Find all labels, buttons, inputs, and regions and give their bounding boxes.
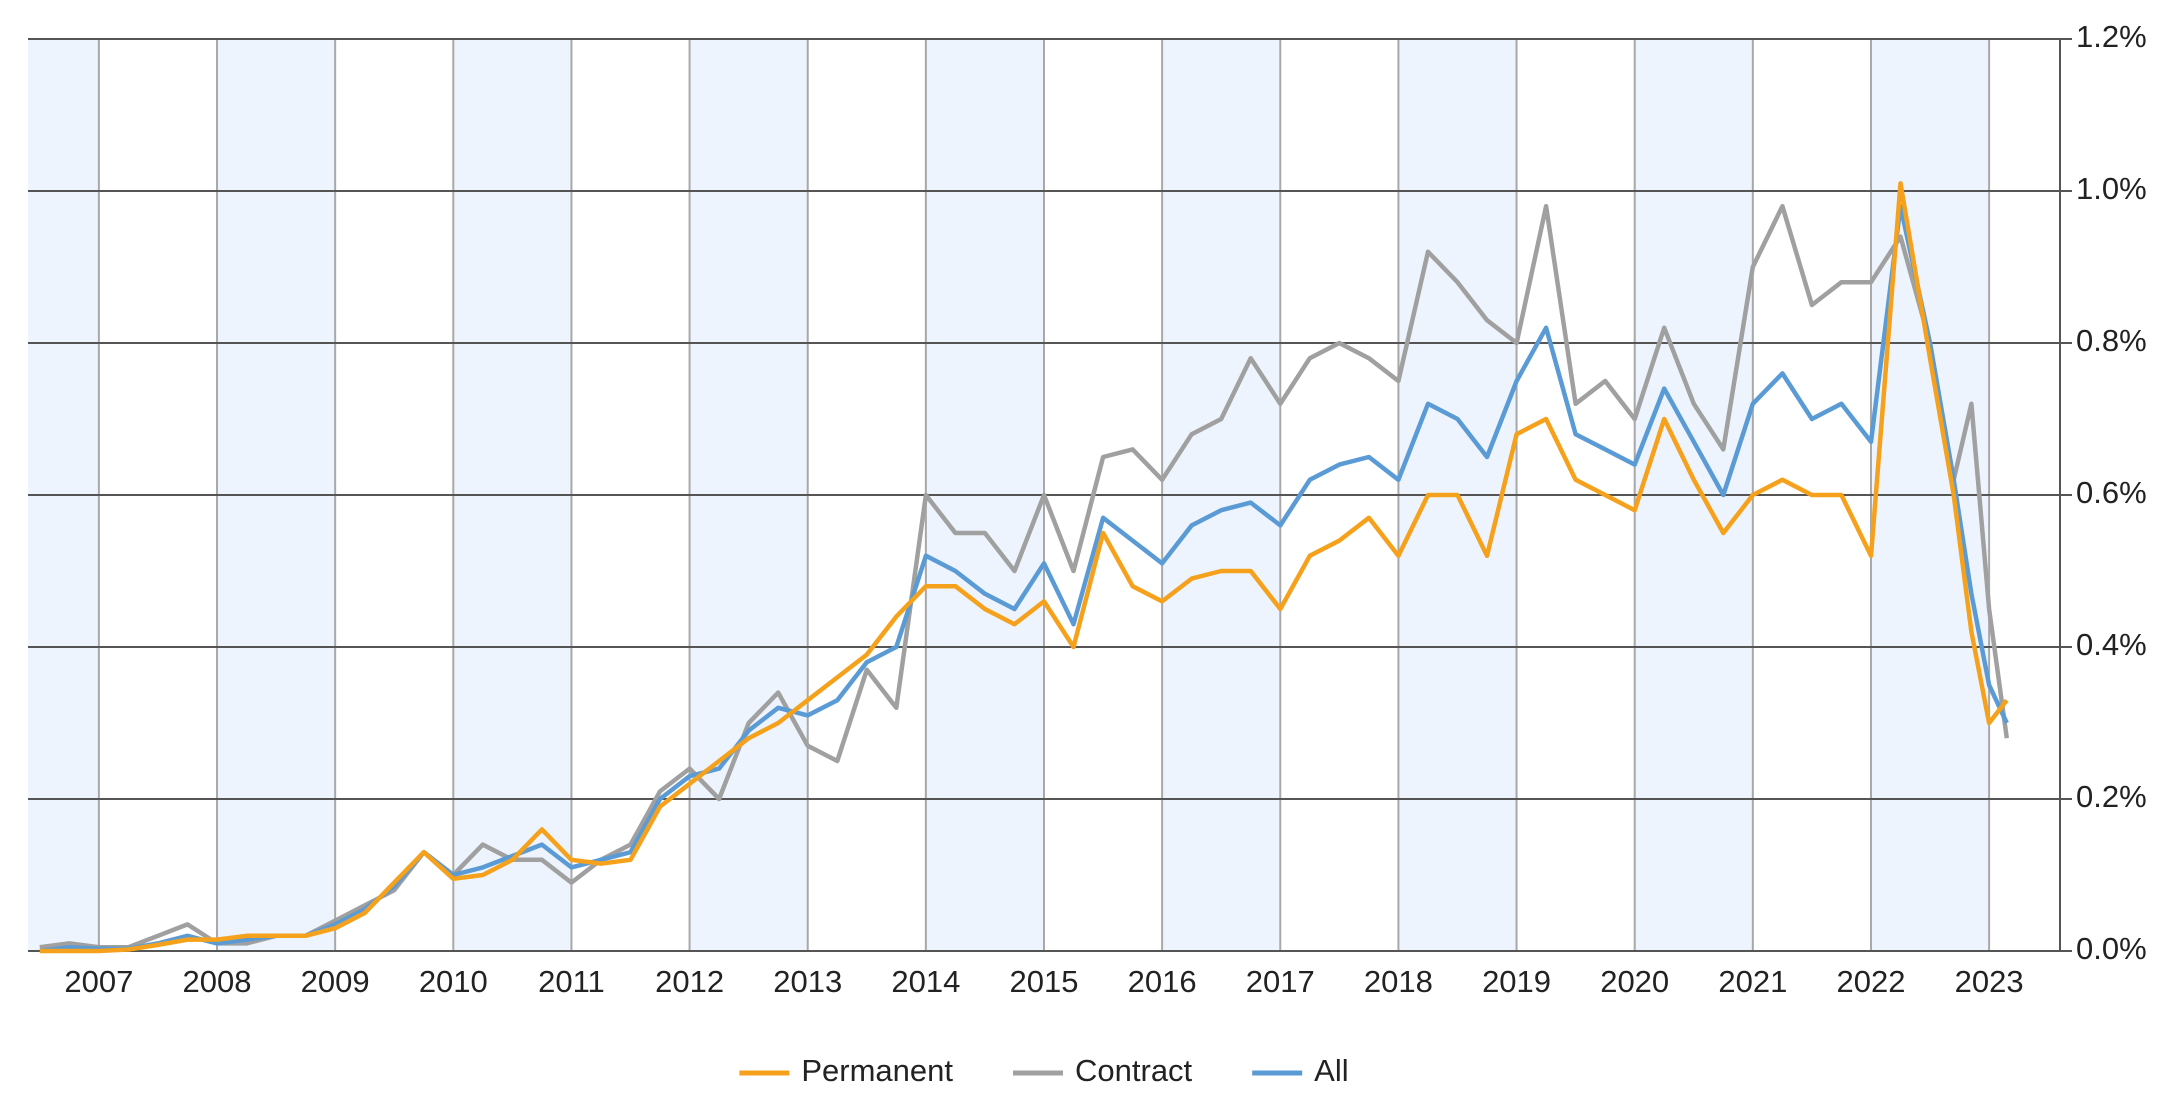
- y-tick-label: 0.4%: [2076, 627, 2147, 662]
- x-tick-label: 2011: [538, 964, 605, 999]
- y-tick-label: 1.0%: [2076, 171, 2147, 206]
- legend-label: All: [1314, 1053, 1348, 1088]
- x-tick-label: 2009: [301, 964, 370, 999]
- y-tick-label: 1.2%: [2076, 19, 2147, 54]
- legend-item: All: [1252, 1053, 1349, 1088]
- y-tick-label: 0.6%: [2076, 475, 2147, 510]
- x-tick-label: 2022: [1836, 964, 1905, 999]
- x-tick-label: 2018: [1364, 964, 1433, 999]
- legend: Permanent Contract All: [739, 1053, 1349, 1088]
- x-tick-label: 2023: [1955, 964, 2024, 999]
- legend-label: Permanent: [801, 1053, 953, 1088]
- x-tick-label: 2016: [1128, 964, 1197, 999]
- x-tick-label: 2017: [1246, 964, 1315, 999]
- x-tick-label: 2012: [655, 964, 724, 999]
- y-tick-label: 0.2%: [2076, 779, 2147, 814]
- x-tick-label: 2013: [773, 964, 842, 999]
- x-tick-label: 2019: [1482, 964, 1551, 999]
- x-tick-label: 2007: [64, 964, 133, 999]
- x-tick-label: 2008: [183, 964, 252, 999]
- x-tick-label: 2021: [1718, 964, 1787, 999]
- series-line: [39, 181, 2009, 954]
- x-tick-label: 2020: [1600, 964, 1669, 999]
- legend-item: Permanent: [739, 1053, 953, 1088]
- x-tick-label: 2015: [1010, 964, 1079, 999]
- y-tick-label: 0.8%: [2076, 323, 2147, 358]
- x-tick-label: 2014: [891, 964, 960, 999]
- legend-label: Contract: [1075, 1053, 1193, 1088]
- y-tick-label: 0.0%: [2076, 931, 2147, 966]
- legend-item: Contract: [1013, 1053, 1193, 1088]
- x-tick-label: 2010: [419, 964, 488, 999]
